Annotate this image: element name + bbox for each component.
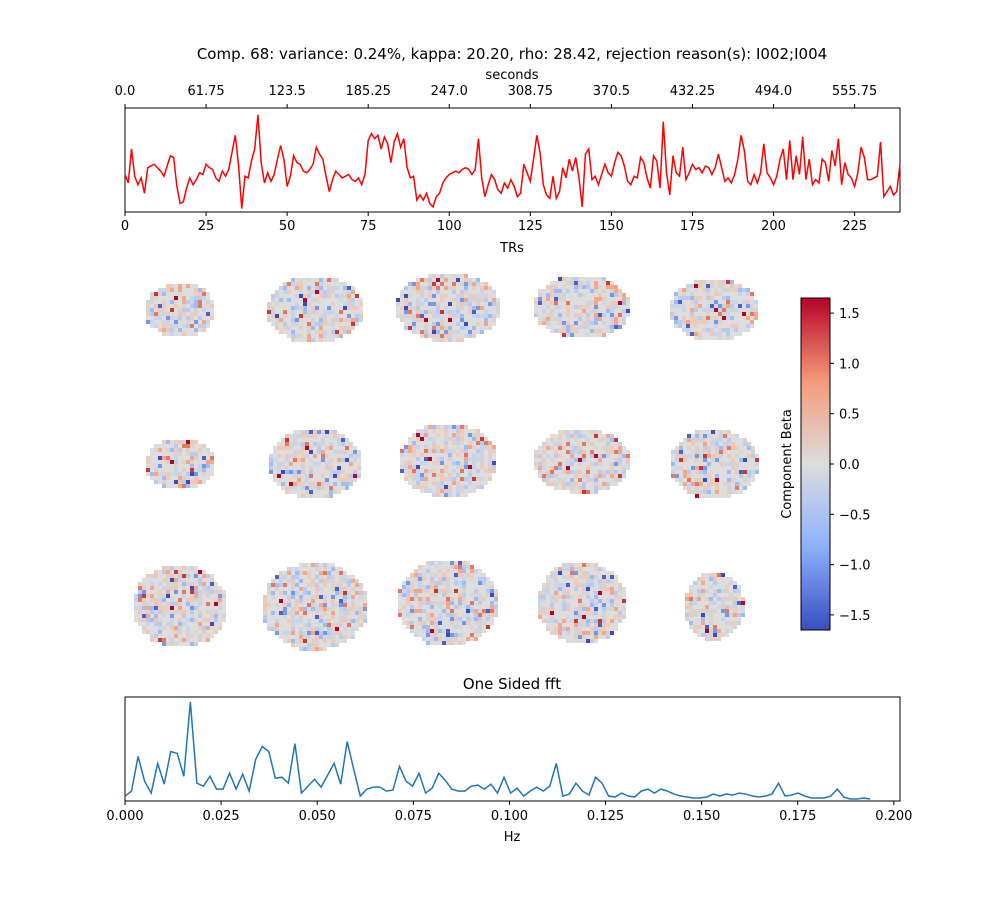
colorbar-gradient — [800, 297, 831, 631]
timeseries-panel: 0 25 50 75 100 125 150 175 200 225 0.0 61.75 123.5 1… — [115, 68, 901, 256]
brain-slice — [267, 278, 363, 342]
figure-title: Comp. 68: variance: 0.24%, kappa: 20.20,… — [197, 45, 827, 63]
colorbar-tick-label: −1.0 — [839, 559, 871, 574]
timeseries-x-tick-label: 75 — [360, 219, 377, 234]
timeseries-seconds-tick-label: 555.75 — [832, 84, 878, 99]
fft-axes-frame — [124, 696, 901, 802]
timeseries-x-ticks: 0 25 50 75 100 125 150 175 200 225 — [121, 212, 867, 234]
timeseries-x-tick-label: 225 — [842, 219, 867, 234]
colorbar-tick-label: 0.5 — [839, 408, 860, 423]
timeseries-line — [124, 114, 901, 209]
brain-slice — [396, 274, 500, 342]
colorbar-ticks: 1.5 1.0 0.5 0.0 −0.5 −1.0 −1.5 — [830, 307, 871, 624]
brain-slice — [534, 430, 630, 494]
timeseries-secondary-xlabel: seconds — [485, 68, 538, 83]
timeseries-seconds-tick-label: 308.75 — [508, 84, 554, 99]
fft-line — [124, 701, 871, 800]
timeseries-seconds-ticks: 0.0 61.75 123.5 185.25 247.0 308.75 370.5 432.2… — [115, 84, 878, 108]
brain-slice — [146, 284, 214, 336]
component-map-grid — [134, 274, 759, 651]
colorbar-label: Component Beta — [780, 409, 795, 519]
fft-title: One Sided fft — [463, 675, 561, 693]
colorbar-tick-label: 1.0 — [839, 357, 860, 372]
fft-x-tick-label: 0.200 — [875, 809, 912, 824]
timeseries-seconds-tick-label: 185.25 — [345, 84, 391, 99]
colorbar-tick-label: 1.5 — [839, 307, 860, 322]
colorbar: 1.5 1.0 0.5 0.0 −0.5 −1.0 −1.5 Component Beta — [780, 297, 871, 631]
colorbar-tick-label: 0.0 — [839, 458, 860, 473]
timeseries-seconds-tick-label: 494.0 — [755, 84, 792, 99]
brain-slice — [263, 563, 367, 651]
fft-x-tick-label: 0.150 — [683, 809, 720, 824]
fft-xlabel: Hz — [504, 830, 521, 845]
timeseries-xlabel: TRs — [499, 241, 524, 256]
timeseries-x-tick-label: 0 — [121, 219, 129, 234]
timeseries-x-tick-label: 50 — [279, 219, 296, 234]
brain-slice — [685, 573, 745, 641]
timeseries-seconds-tick-label: 432.25 — [670, 84, 716, 99]
timeseries-x-tick-label: 25 — [198, 219, 215, 234]
timeseries-axes-frame — [124, 107, 901, 213]
brain-slice — [269, 430, 361, 498]
fft-x-tick-label: 0.100 — [491, 809, 528, 824]
brain-slice — [146, 440, 214, 488]
timeseries-seconds-tick-label: 370.5 — [593, 84, 630, 99]
timeseries-seconds-tick-label: 247.0 — [431, 84, 468, 99]
colorbar-tick-label: −1.5 — [839, 609, 871, 624]
brain-slice — [534, 277, 630, 337]
fft-x-tick-label: 0.000 — [106, 809, 143, 824]
brain-slice — [134, 566, 226, 646]
fft-x-tick-label: 0.075 — [395, 809, 432, 824]
brain-slice — [670, 280, 758, 340]
fft-x-tick-label: 0.175 — [779, 809, 816, 824]
timeseries-x-tick-label: 125 — [518, 219, 543, 234]
brain-slice — [400, 425, 496, 497]
timeseries-seconds-tick-label: 123.5 — [269, 84, 306, 99]
brain-slice — [398, 561, 498, 645]
timeseries-x-tick-label: 175 — [680, 219, 705, 234]
timeseries-x-tick-label: 150 — [599, 219, 624, 234]
fft-x-ticks: 0.000 0.025 0.050 0.075 0.100 0.125 0.150 0.175… — [106, 801, 912, 824]
timeseries-x-tick-label: 200 — [761, 219, 786, 234]
brain-slice — [671, 430, 759, 498]
timeseries-seconds-tick-label: 0.0 — [115, 84, 136, 99]
brain-slice — [538, 563, 626, 643]
timeseries-x-tick-label: 100 — [437, 219, 462, 234]
fft-x-tick-label: 0.050 — [299, 809, 336, 824]
fft-x-tick-label: 0.125 — [587, 809, 624, 824]
fft-x-tick-label: 0.025 — [202, 809, 239, 824]
fft-panel: One Sided fft 0.000 0.025 0.050 0.075 0.100 0… — [106, 675, 912, 845]
timeseries-seconds-tick-label: 61.75 — [187, 84, 224, 99]
colorbar-tick-label: −0.5 — [839, 508, 871, 523]
